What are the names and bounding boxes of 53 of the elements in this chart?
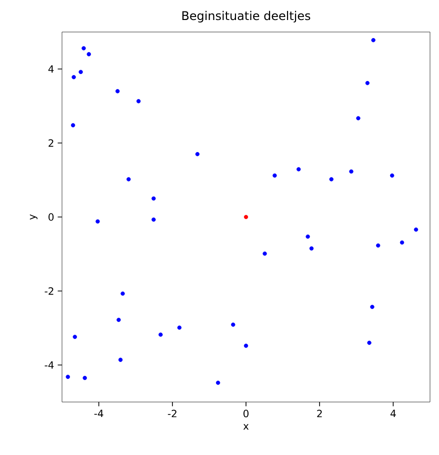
point xyxy=(82,46,86,50)
x-axis-title: x xyxy=(243,424,249,430)
point xyxy=(216,380,220,385)
y-tick-label: 0 xyxy=(48,213,54,221)
point xyxy=(376,243,380,248)
point xyxy=(177,326,182,330)
point xyxy=(195,152,200,156)
point xyxy=(96,219,100,224)
point xyxy=(329,177,334,182)
point xyxy=(115,89,120,94)
point xyxy=(231,322,236,327)
point xyxy=(244,214,248,220)
point xyxy=(356,116,360,120)
x-tick-label: 2 xyxy=(317,410,322,418)
y-axis-title: y xyxy=(30,214,38,220)
point xyxy=(72,75,76,80)
point xyxy=(66,374,70,379)
point xyxy=(272,173,277,178)
point xyxy=(400,240,404,245)
point xyxy=(349,169,354,174)
x-tick-label: 0 xyxy=(243,410,249,418)
point xyxy=(365,80,370,86)
point xyxy=(120,291,125,296)
point xyxy=(70,123,76,128)
x-tick-label: -2 xyxy=(168,410,176,418)
point xyxy=(86,52,91,56)
point xyxy=(306,234,310,239)
y-tick-label: -2 xyxy=(44,287,54,295)
point xyxy=(136,99,141,104)
point xyxy=(262,252,267,256)
point xyxy=(118,358,123,362)
point xyxy=(152,196,156,201)
point xyxy=(82,376,87,380)
point xyxy=(126,177,131,182)
point xyxy=(390,173,394,178)
point xyxy=(367,340,372,345)
point xyxy=(371,38,376,42)
x-tick-label: 4 xyxy=(390,410,396,418)
point xyxy=(244,344,248,348)
y-tick-label: 4 xyxy=(48,65,54,73)
point xyxy=(78,70,83,74)
point xyxy=(72,334,77,339)
point xyxy=(309,246,314,251)
point xyxy=(152,217,156,222)
x-tick-label: -4 xyxy=(94,410,104,418)
y-tick-label: 2 xyxy=(48,139,54,147)
y-tick-label: -4 xyxy=(44,361,54,369)
point xyxy=(370,304,374,309)
point xyxy=(158,332,163,337)
point xyxy=(414,227,418,232)
point xyxy=(116,318,121,322)
chart-title: Beginsituatie deeltjes xyxy=(182,10,310,22)
point xyxy=(296,167,301,172)
